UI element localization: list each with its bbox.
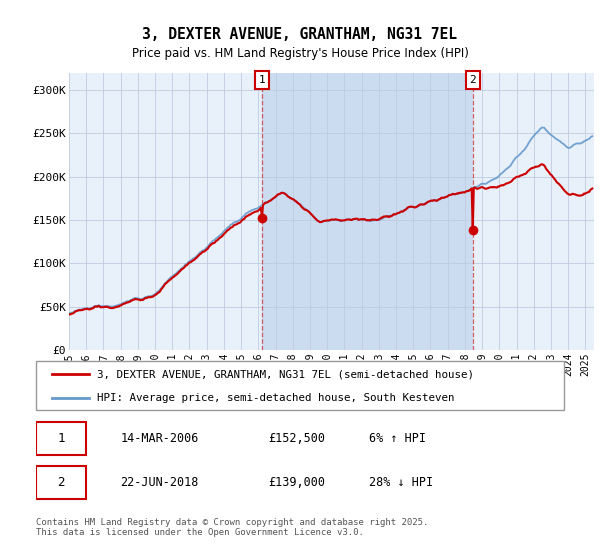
Text: 14-MAR-2006: 14-MAR-2006 [121,432,199,445]
Text: 3, DEXTER AVENUE, GRANTHAM, NG31 7EL: 3, DEXTER AVENUE, GRANTHAM, NG31 7EL [143,27,458,42]
Text: 22-JUN-2018: 22-JUN-2018 [121,476,199,489]
Text: 1: 1 [58,432,65,445]
Bar [262,73,473,350]
Text: HPI: Average price, semi-detached house, South Kesteven: HPI: Average price, semi-detached house,… [97,393,454,403]
Text: 2: 2 [58,476,65,489]
Text: Contains HM Land Registry data © Crown copyright and database right 2025.
This d: Contains HM Land Registry data © Crown c… [36,518,428,538]
Text: £139,000: £139,000 [268,476,325,489]
FancyBboxPatch shape [36,422,86,455]
Text: £152,500: £152,500 [268,432,325,445]
FancyBboxPatch shape [36,466,86,499]
Text: 28% ↓ HPI: 28% ↓ HPI [368,476,433,489]
Text: 3, DEXTER AVENUE, GRANTHAM, NG31 7EL (semi-detached house): 3, DEXTER AVENUE, GRANTHAM, NG31 7EL (se… [97,370,474,380]
Text: 6% ↑ HPI: 6% ↑ HPI [368,432,425,445]
Text: Price paid vs. HM Land Registry's House Price Index (HPI): Price paid vs. HM Land Registry's House … [131,46,469,60]
FancyBboxPatch shape [36,361,564,410]
Text: 2: 2 [470,74,476,85]
Text: 1: 1 [259,74,265,85]
